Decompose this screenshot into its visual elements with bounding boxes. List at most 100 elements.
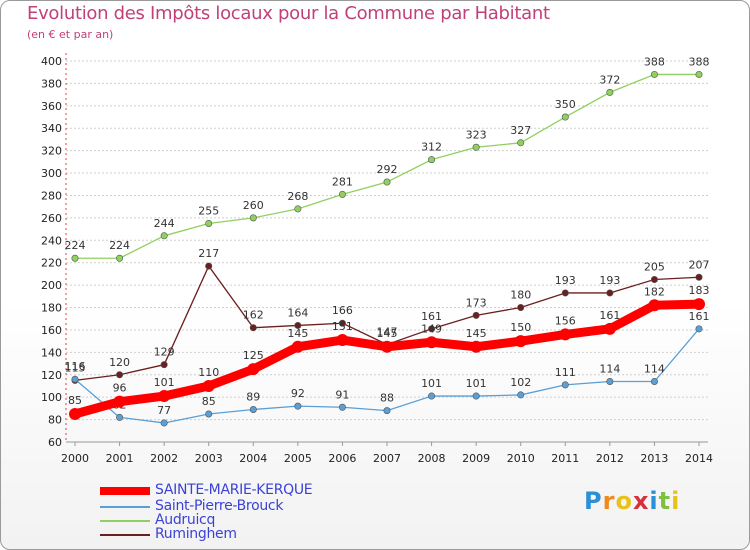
point-ruminghem-2014 [695, 273, 703, 281]
data-label-ruminghem-2006: 166 [332, 304, 353, 317]
data-label-audruicq-2005: 268 [287, 190, 308, 203]
data-label-audruicq-2009: 323 [466, 128, 487, 141]
point-sainte-marie-kerque-2013 [648, 299, 661, 312]
data-label-sainte-marie-kerque-2012: 161 [599, 309, 620, 322]
point-sainte-marie-kerque-2008 [425, 336, 438, 349]
data-label-ruminghem-2004: 162 [243, 309, 264, 322]
x-tick-label-2001: 2001 [106, 452, 134, 465]
data-label-saint-pierre-brouck-2004: 89 [246, 391, 260, 404]
point-audruicq-2001 [116, 254, 124, 262]
point-saint-pierre-brouck-2014 [695, 325, 703, 333]
data-label-sainte-marie-kerque-2001: 96 [113, 382, 127, 395]
point-audruicq-2012 [606, 88, 614, 96]
point-saint-pierre-brouck-2008 [428, 392, 436, 400]
point-sainte-marie-kerque-2000 [69, 407, 81, 420]
data-label-audruicq-2007: 292 [377, 163, 398, 176]
point-saint-pierre-brouck-2013 [650, 377, 658, 385]
point-audruicq-2007 [383, 178, 391, 186]
y-tick-label-120: 120 [41, 369, 62, 382]
point-sainte-marie-kerque-2002 [158, 390, 171, 403]
point-sainte-marie-kerque-2011 [559, 328, 572, 341]
data-label-sainte-marie-kerque-2003: 110 [198, 366, 219, 379]
legend-item-audruicq: Audruicq [100, 512, 400, 528]
point-saint-pierre-brouck-2007 [383, 407, 391, 415]
point-audruicq-2014 [695, 70, 703, 78]
data-label-ruminghem-2008: 161 [421, 310, 442, 323]
data-label-ruminghem-2013: 205 [644, 261, 665, 274]
x-tick-label-2004: 2004 [239, 452, 267, 465]
point-ruminghem-2004 [249, 324, 257, 332]
x-tick-label-2010: 2010 [507, 452, 535, 465]
data-label-audruicq-2002: 244 [154, 217, 175, 230]
data-label-audruicq-2012: 372 [599, 73, 620, 86]
legend-item-sainte-marie-kerque: SAINTE-MARIE-KERQUE [100, 482, 400, 498]
data-label-saint-pierre-brouck-2000: 116 [65, 360, 86, 373]
point-ruminghem-2006 [338, 319, 346, 327]
data-label-audruicq-2003: 255 [198, 204, 219, 217]
point-saint-pierre-brouck-2009 [472, 392, 480, 400]
legend-swatch-audruicq [100, 520, 150, 522]
data-label-ruminghem-2005: 164 [287, 306, 308, 319]
x-tick-label-2002: 2002 [150, 452, 178, 465]
chart-title: Evolution des Impôts locaux pour la Comm… [27, 3, 550, 24]
point-audruicq-2003 [205, 219, 213, 227]
x-tick-label-2007: 2007 [373, 452, 401, 465]
x-tick-label-2012: 2012 [596, 452, 624, 465]
data-label-ruminghem-2012: 193 [599, 274, 620, 287]
data-label-sainte-marie-kerque-2011: 156 [555, 314, 576, 327]
x-tick-label-2003: 2003 [195, 452, 223, 465]
legend-label-saint-pierre-brouck: Saint-Pierre-Brouck [155, 498, 284, 514]
y-tick-label-380: 380 [41, 77, 62, 90]
y-tick-label-180: 180 [41, 302, 62, 315]
point-sainte-marie-kerque-2006 [336, 334, 349, 347]
point-ruminghem-2011 [561, 289, 569, 297]
data-label-audruicq-2008: 312 [421, 141, 442, 154]
logo-letter: i [671, 487, 681, 515]
x-tick-label-2006: 2006 [328, 452, 356, 465]
legend-swatch-sainte-marie-kerque [100, 487, 150, 495]
point-audruicq-2000 [71, 254, 79, 262]
data-label-audruicq-2011: 350 [555, 98, 576, 111]
y-tick-label-360: 360 [41, 100, 62, 113]
point-ruminghem-2005 [294, 321, 302, 329]
point-saint-pierre-brouck-2010 [517, 391, 525, 399]
point-sainte-marie-kerque-2004 [247, 363, 260, 376]
x-tick-label-2000: 2000 [61, 452, 89, 465]
data-label-saint-pierre-brouck-2011: 111 [555, 366, 576, 379]
data-label-audruicq-2014: 388 [689, 55, 710, 68]
point-audruicq-2004 [249, 214, 257, 222]
point-saint-pierre-brouck-2003 [205, 410, 213, 418]
point-ruminghem-2008 [428, 325, 436, 333]
legend-swatch-ruminghem [100, 534, 150, 536]
legend-label-sainte-marie-kerque: SAINTE-MARIE-KERQUE [155, 482, 313, 498]
data-label-sainte-marie-kerque-2005: 145 [287, 327, 308, 340]
data-label-sainte-marie-kerque-2014: 183 [689, 284, 710, 297]
point-saint-pierre-brouck-2011 [561, 381, 569, 389]
data-label-ruminghem-2002: 129 [154, 346, 175, 359]
y-tick-label-160: 160 [41, 324, 62, 337]
point-saint-pierre-brouck-2000 [71, 375, 79, 383]
y-tick-label-340: 340 [41, 122, 62, 135]
data-label-sainte-marie-kerque-2013: 182 [644, 285, 665, 298]
chart-subtitle: (en € et par an) [27, 28, 114, 41]
y-tick-label-400: 400 [41, 55, 62, 68]
y-tick-label-100: 100 [41, 391, 62, 404]
point-saint-pierre-brouck-2002 [160, 419, 168, 427]
data-label-ruminghem-2011: 193 [555, 274, 576, 287]
point-ruminghem-2001 [116, 371, 124, 379]
point-saint-pierre-brouck-2004 [249, 406, 257, 414]
legend-item-saint-pierre-brouck: Saint-Pierre-Brouck [100, 498, 400, 514]
data-label-audruicq-2010: 327 [510, 124, 531, 137]
legend-label-ruminghem: Ruminghem [155, 526, 237, 542]
point-audruicq-2006 [338, 190, 346, 198]
point-audruicq-2013 [650, 70, 658, 78]
data-label-ruminghem-2000: 115 [65, 361, 86, 374]
point-ruminghem-2009 [472, 311, 480, 319]
data-label-saint-pierre-brouck-2003: 85 [202, 395, 216, 408]
legend-swatch-saint-pierre-brouck [100, 506, 150, 508]
data-label-sainte-marie-kerque-2004: 125 [243, 349, 264, 362]
logo-letter: t [658, 487, 672, 515]
logo-letter: o [615, 487, 633, 515]
